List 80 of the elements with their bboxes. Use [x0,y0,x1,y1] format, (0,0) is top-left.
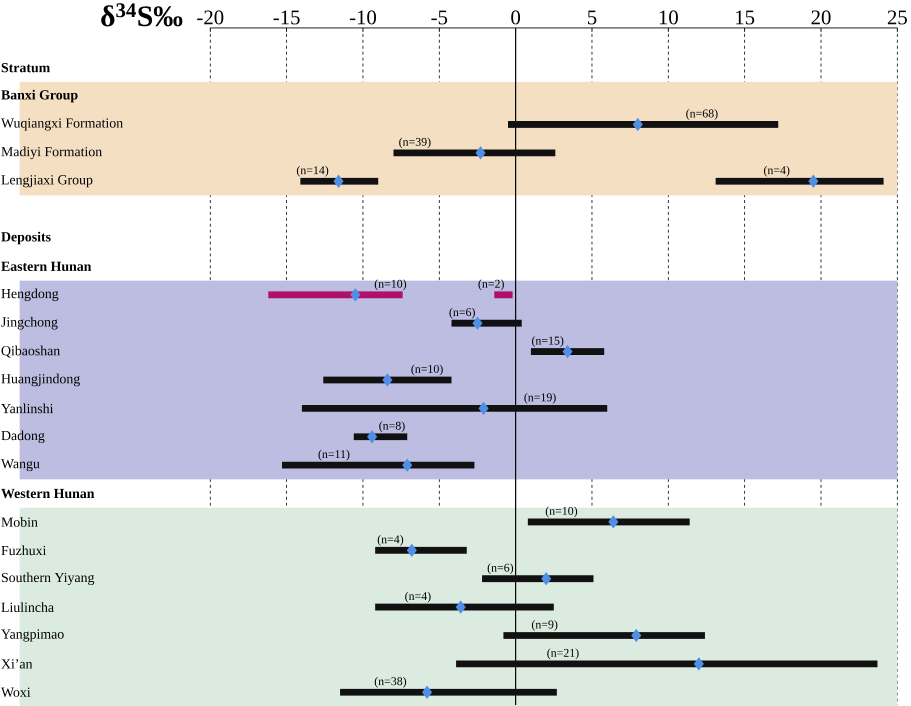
y-tick-label: Huangjindong [1,373,80,386]
annotation: (n=6) [449,308,475,318]
bar [393,149,556,156]
annotation: (n=10) [411,364,443,376]
bar [302,404,608,412]
y-tick-label: Fuzhuxi [1,545,46,555]
y-tick-label: Stratum [2,62,50,72]
annotation: (n=68) [686,108,718,120]
y-tick-label: Qibaoshan [2,345,60,358]
y-tick-label: Eastern Hunan [1,262,92,271]
annotation: (n=4) [764,166,790,176]
bar [323,376,452,384]
y-tick-label: Liulincha [1,602,54,612]
y-tick-label: Jingchong [1,316,58,330]
point [632,118,643,131]
y-tick-label: Yangpimao [1,629,64,642]
annotation: (n=11) [318,450,350,460]
annotation: (n=21) [547,648,579,660]
y-tick-label: Woxi [1,687,30,697]
bar [340,688,557,696]
point [333,174,344,188]
x-tick-label: 15 [736,10,754,24]
point [478,401,489,415]
annotation: (n=10) [546,506,578,518]
point [808,174,818,188]
y-tick-label: Western Hunan [1,488,94,498]
annotation: (n=6) [488,563,514,574]
y-tick-label: Madiyi Formation [1,146,102,159]
y-tick-label: Banxi Group [1,90,78,102]
bar [282,462,474,468]
x-tick-label: 10 [660,10,678,24]
y-tick-label: Deposits [1,232,51,244]
point [562,344,573,358]
annotation: (n=4) [405,592,431,602]
annotation: (n=9) [532,620,558,631]
point [475,146,486,160]
x-tick-label: -10 [350,10,376,24]
y-tick-label: Xi’an [1,658,32,668]
y-tick-label: Wangu [1,458,40,471]
annotation: (n=15) [532,336,564,347]
annotation: (n=19) [524,392,556,404]
annotation: (n=8) [379,421,405,432]
point [608,515,618,528]
point [422,685,432,699]
bar [508,120,778,128]
y-tick-label: Wuqiangxi Formation [1,118,123,130]
point [456,600,466,614]
bar [528,518,690,526]
y-tick-label: Mobin [1,516,38,527]
x-tick-label: 0 [511,10,520,24]
annotation: (n=14) [296,166,328,176]
annotation: (n=38) [374,676,406,688]
y-tick-label: Dadong [1,430,45,443]
point [631,628,642,642]
bar [503,632,705,639]
bar [375,603,554,610]
x-tick-label: 20 [812,10,831,24]
y-tick-label: Hengdong [1,288,58,301]
x-tick-label: -15 [274,10,300,24]
x-tick-label: 25 [888,10,907,24]
x-tick-label: -20 [197,10,224,24]
point [541,572,552,586]
point [350,288,360,302]
annotation: (n=4) [378,534,404,546]
annotation: (n=10) [374,279,406,290]
bar [456,660,878,668]
x-tick-label: -5 [431,10,448,24]
annotation: (n=39) [399,137,431,148]
annotation: (n=2) [478,279,504,290]
y-tick-label: Southern Yiyang [2,572,94,585]
point [382,373,392,386]
point [406,543,417,557]
y-tick-label: Yanlinshi [1,403,54,414]
x-axis-title: δ$^{34}$S‰ [101,3,182,26]
bar [494,291,513,298]
point [402,458,412,472]
x-tick-label: 5 [588,10,596,24]
point [694,657,704,670]
point [367,430,378,444]
y-tick-label: Lengjiaxi Group [1,174,92,188]
